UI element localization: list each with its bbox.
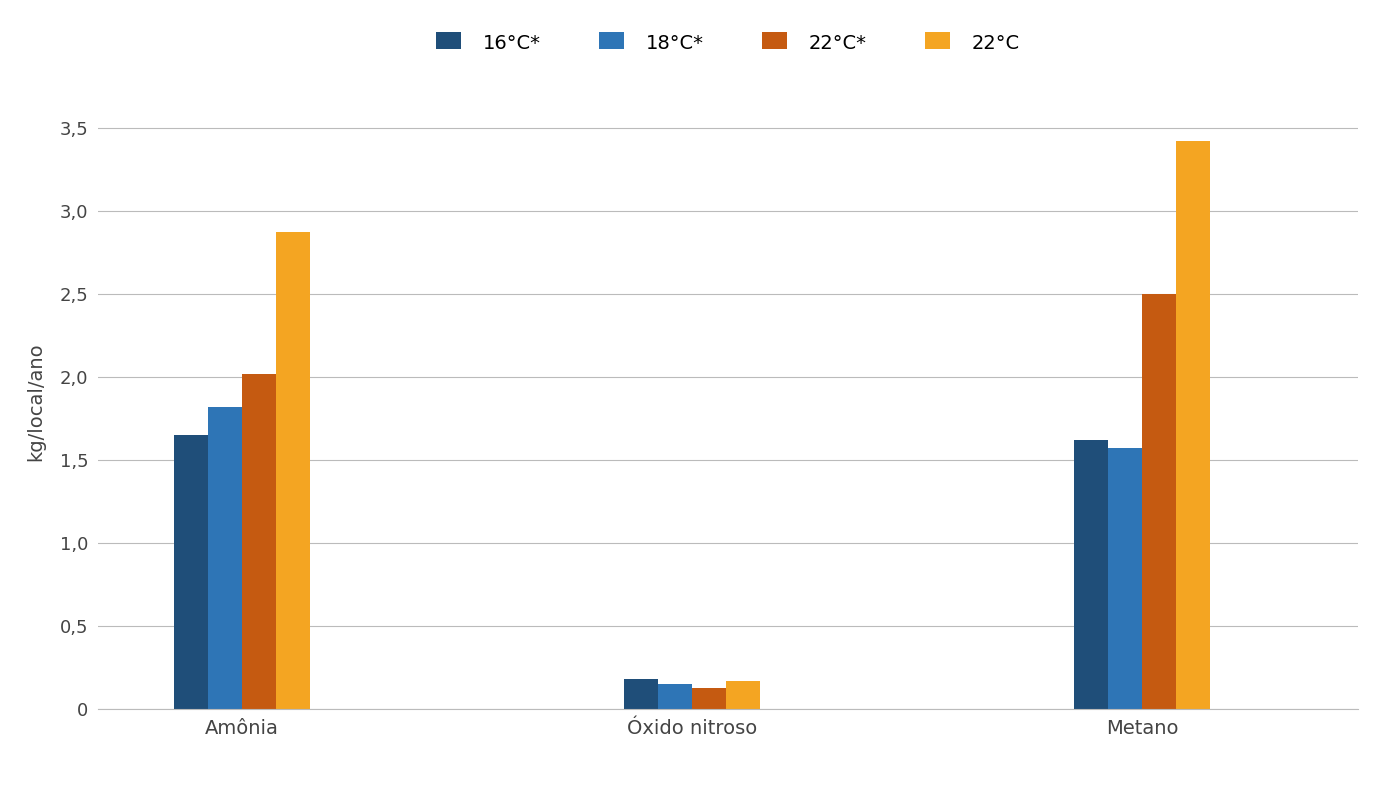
Bar — [727, 681, 760, 709]
Bar — [276, 232, 311, 709]
Bar — [242, 374, 276, 709]
Bar — [207, 407, 242, 709]
Bar — [1074, 440, 1107, 709]
Legend: 16°C*, 18°C*, 22°C*, 22°C: 16°C*, 18°C*, 22°C*, 22°C — [427, 24, 1029, 63]
Y-axis label: kg/local/ano: kg/local/ano — [27, 343, 46, 461]
Bar — [1142, 294, 1176, 709]
Bar — [623, 679, 658, 709]
Bar — [658, 684, 692, 709]
Bar — [692, 688, 727, 709]
Bar — [1176, 141, 1211, 709]
Bar — [174, 435, 207, 709]
Bar — [1107, 448, 1142, 709]
